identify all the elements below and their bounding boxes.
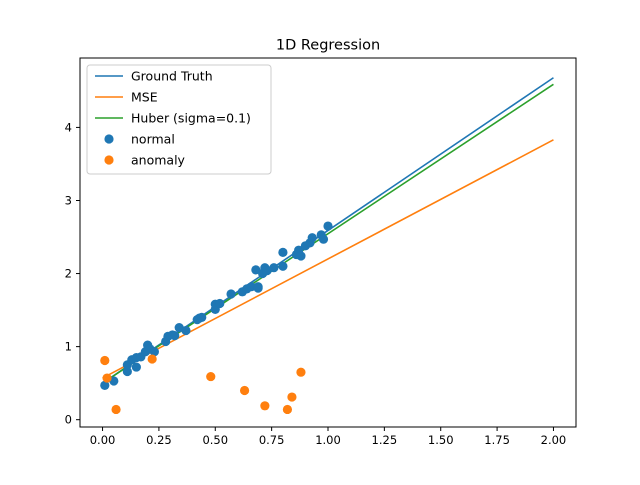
scatter-point-anomaly (206, 371, 216, 382)
scatter-point-normal (226, 289, 236, 299)
scatter-point-anomaly (239, 385, 250, 396)
scatter-point-anomaly (147, 354, 157, 364)
x-tick-label: 0.25 (146, 433, 172, 447)
scatter-point-normal (307, 233, 317, 243)
y-tick-label: 2 (65, 267, 72, 281)
scatter-point-normal (197, 312, 207, 322)
x-tick-label: 0.75 (259, 433, 285, 447)
x-tick-label: 1.00 (315, 433, 341, 447)
scatter-point-anomaly (260, 401, 270, 411)
x-tick-label: 0.00 (90, 433, 116, 447)
legend-label: normal (131, 132, 175, 147)
scatter-point-anomaly (296, 367, 306, 377)
scatter-point-normal (278, 261, 288, 271)
chart-title: 1D Regression (276, 38, 380, 54)
y-tick-label: 3 (65, 193, 72, 207)
scatter-point-normal (296, 251, 306, 261)
scatter-point-normal (318, 234, 329, 244)
scatter-point-normal (215, 298, 225, 309)
scatter-point-normal (269, 263, 279, 273)
x-tick-label: 1.50 (428, 433, 454, 447)
plot-layer (100, 77, 554, 415)
y-tick-label: 0 (65, 413, 72, 427)
scatter-point-normal (122, 366, 132, 377)
scatter-point-anomaly (100, 355, 110, 366)
scatter-point-anomaly (102, 373, 112, 383)
plot-area (100, 77, 554, 415)
scatter-point-normal (131, 362, 141, 372)
y-tick-label: 1 (65, 340, 72, 354)
scatter-point-anomaly (287, 392, 297, 402)
scatter-point-normal (149, 347, 159, 357)
scatter-point-anomaly (282, 404, 293, 415)
axes-layer: 0.00 0.25 0.50 0.75 1.00 1.25 1.50 1.75 2.00 0 1 2 3… (65, 57, 577, 447)
scatter-series-normal (100, 221, 333, 390)
scatter-point-normal (100, 380, 110, 390)
scatter-point-normal (278, 247, 288, 257)
scatter-point-normal (170, 331, 180, 341)
legend-point-marker (104, 134, 114, 144)
scatter-point-normal (251, 265, 261, 275)
legend: Ground Truth MSE Huber (sigma=0.1) normal an… (86, 64, 272, 175)
scatter-point-normal (253, 283, 263, 293)
x-tick-label: 0.50 (202, 433, 228, 447)
x-tick-label: 1.25 (372, 433, 398, 447)
y-tick-label: 4 (65, 120, 72, 134)
scatter-point-normal (323, 221, 333, 231)
scatter-point-anomaly (111, 404, 121, 415)
legend-label: Huber (sigma=0.1) (131, 111, 251, 126)
legend-label: anomaly (131, 153, 186, 168)
x-tick-label: 2.00 (541, 433, 567, 447)
scatter-point-normal (181, 325, 191, 336)
legend-label: MSE (131, 90, 158, 105)
legend-label: Ground Truth (131, 69, 213, 84)
legend-point-marker (104, 155, 114, 165)
scatter-series-anomaly (100, 354, 306, 415)
legend-box (86, 64, 272, 175)
x-tick-label: 1.75 (484, 433, 510, 447)
